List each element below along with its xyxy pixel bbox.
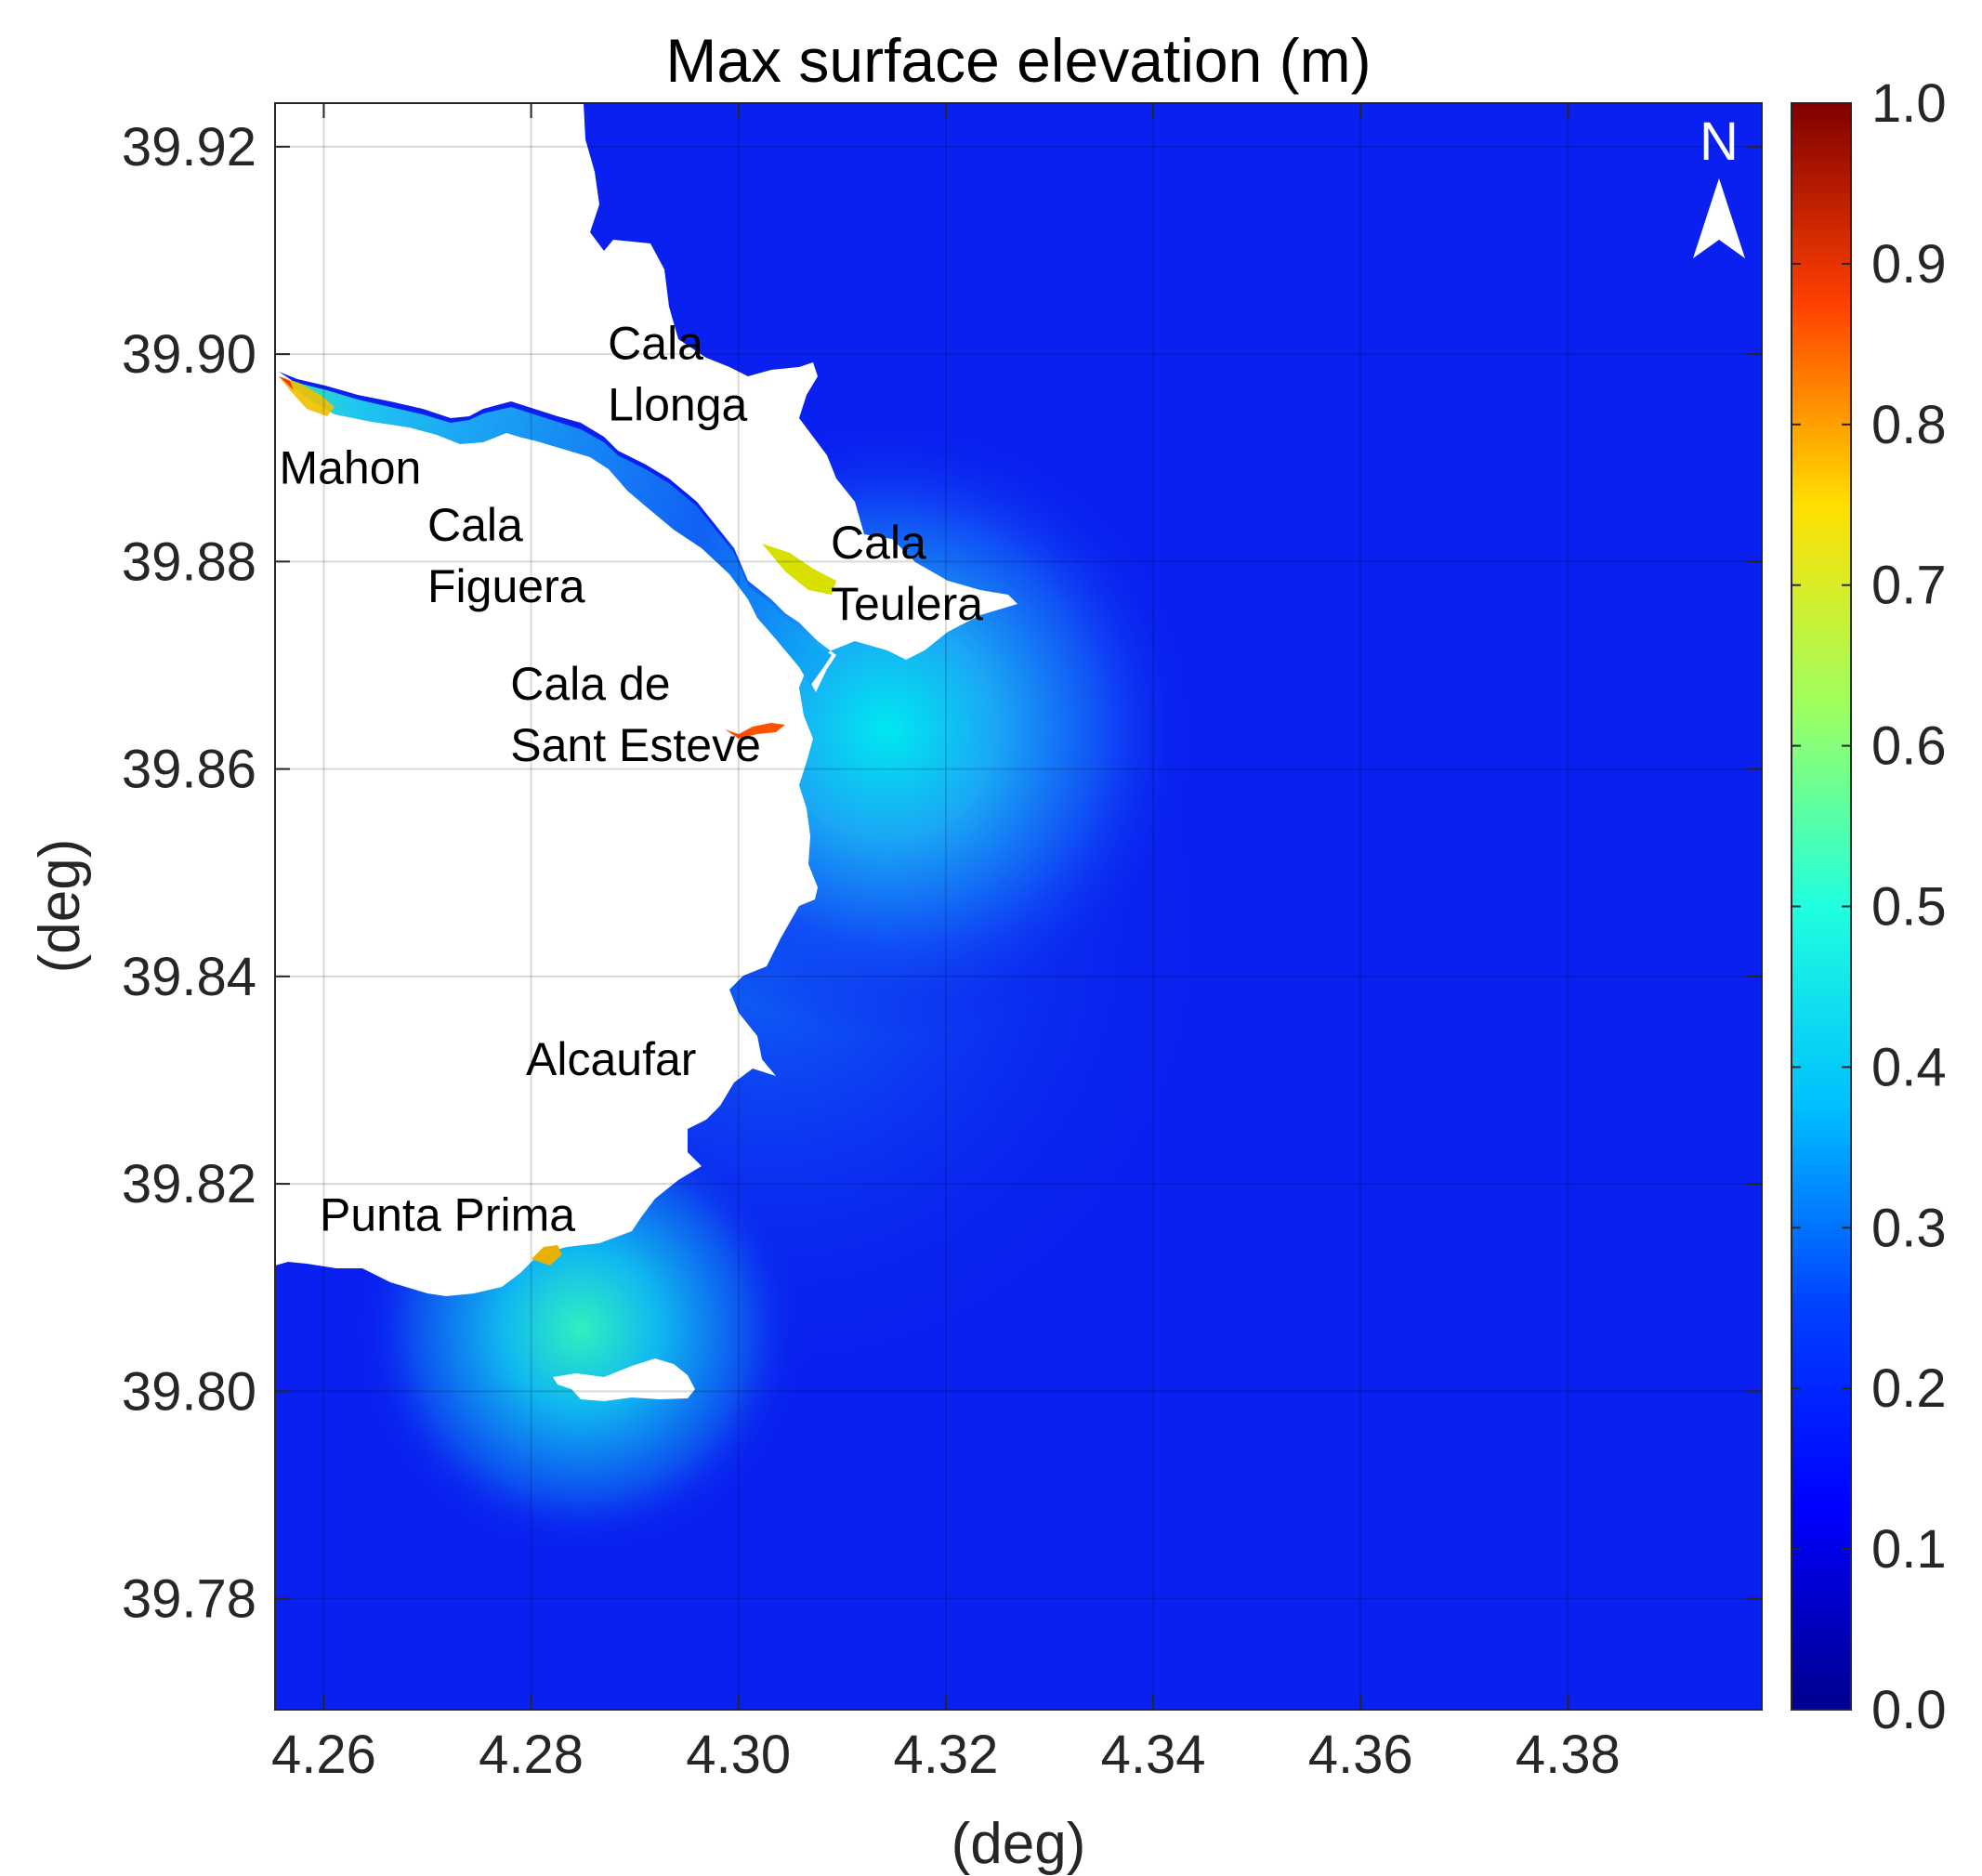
x-axis-label: (deg): [952, 1812, 1086, 1876]
land-mass: [275, 103, 1017, 1296]
sant-esteve-hotspot: [725, 723, 785, 739]
x-tick-label: 4.34: [1101, 1725, 1206, 1785]
colorbar-tick-label: 0.2: [1871, 1358, 1947, 1419]
x-axis: 4.26 4.28 4.30 4.32 4.34 4.36 4.38: [271, 103, 1621, 1785]
colorbar-tick-label: 0.6: [1871, 716, 1947, 777]
x-tick-label: 4.30: [686, 1725, 791, 1785]
map-field: [275, 103, 1762, 1710]
place-label: Mahon: [279, 442, 421, 494]
colorbar-tick-label: 0.0: [1871, 1680, 1947, 1740]
x-tick-label: 4.26: [271, 1725, 376, 1785]
x-tick-label: 4.36: [1308, 1725, 1413, 1785]
y-tick-label: 39.88: [122, 531, 256, 592]
place-labels: CalaLlongaMahonCalaFigueraCalaTeuleraCal…: [279, 318, 983, 1241]
punta-prima-hotspot: [532, 1245, 562, 1266]
place-label: Alcaufar: [526, 1033, 696, 1085]
y-tick-label: 39.80: [122, 1361, 256, 1422]
colorbar-tick-label: 0.7: [1871, 556, 1947, 616]
place-label: Teulera: [831, 578, 983, 630]
colorbar-tick-label: 1.0: [1871, 73, 1947, 134]
x-tick-label: 4.32: [893, 1725, 998, 1785]
place-label: Llonga: [608, 379, 747, 431]
x-tick-label: 4.28: [479, 1725, 584, 1785]
y-tick-label: 39.90: [122, 324, 256, 385]
place-label: Cala: [608, 318, 703, 370]
cala-teulera-hotspot: [762, 544, 836, 595]
mahon-hotspot-peak: [279, 376, 294, 390]
place-label: Cala de: [510, 658, 670, 710]
y-tick-label: 39.86: [122, 740, 256, 800]
place-label: Figuera: [427, 560, 585, 612]
colorbar-tick-label: 0.1: [1871, 1519, 1947, 1580]
colorbar-scale: [1791, 102, 1852, 1711]
place-label: Cala: [831, 517, 926, 569]
island: [553, 1358, 695, 1401]
y-tick-label: 39.78: [122, 1569, 256, 1630]
y-tick-label: 39.84: [122, 947, 256, 1007]
y-axis-label: (deg): [28, 839, 92, 974]
y-axis: 39.78 39.80 39.82 39.84 39.86 39.88 39.90 39.92: [122, 117, 1762, 1630]
colorbar-tick-label: 0.9: [1871, 234, 1947, 295]
chart-title: Max surface elevation (m): [665, 26, 1371, 95]
plot-frame: [274, 102, 1763, 1711]
place-label: Punta Prima: [320, 1188, 575, 1240]
colorbar-tick-label: 0.5: [1871, 877, 1947, 938]
mahon-hotspot: [279, 376, 335, 416]
colorbar-tick-label: 0.3: [1871, 1198, 1947, 1258]
colorbar-tick-label: 0.4: [1871, 1037, 1947, 1097]
place-label: Cala: [427, 499, 523, 551]
place-label: Sant Esteve: [510, 719, 761, 771]
y-tick-label: 39.92: [122, 117, 256, 177]
colorbar-ticks: 0.0 0.1 0.2 0.3 0.4 0.5 0.6 0.7 0.8 0.9 1.0: [1792, 73, 1947, 1740]
colorbar-tick-label: 0.8: [1871, 395, 1947, 455]
colorbar: 0.0 0.1 0.2 0.3 0.4 0.5 0.6 0.7 0.8 0.9 1.0: [1791, 73, 1947, 1740]
north-arrow: N: [1693, 112, 1745, 258]
x-tick-label: 4.38: [1516, 1725, 1621, 1785]
north-arrow-icon: [1693, 178, 1745, 258]
grid: [275, 103, 1762, 1710]
y-tick-label: 39.82: [122, 1154, 256, 1214]
north-label: N: [1700, 112, 1739, 172]
